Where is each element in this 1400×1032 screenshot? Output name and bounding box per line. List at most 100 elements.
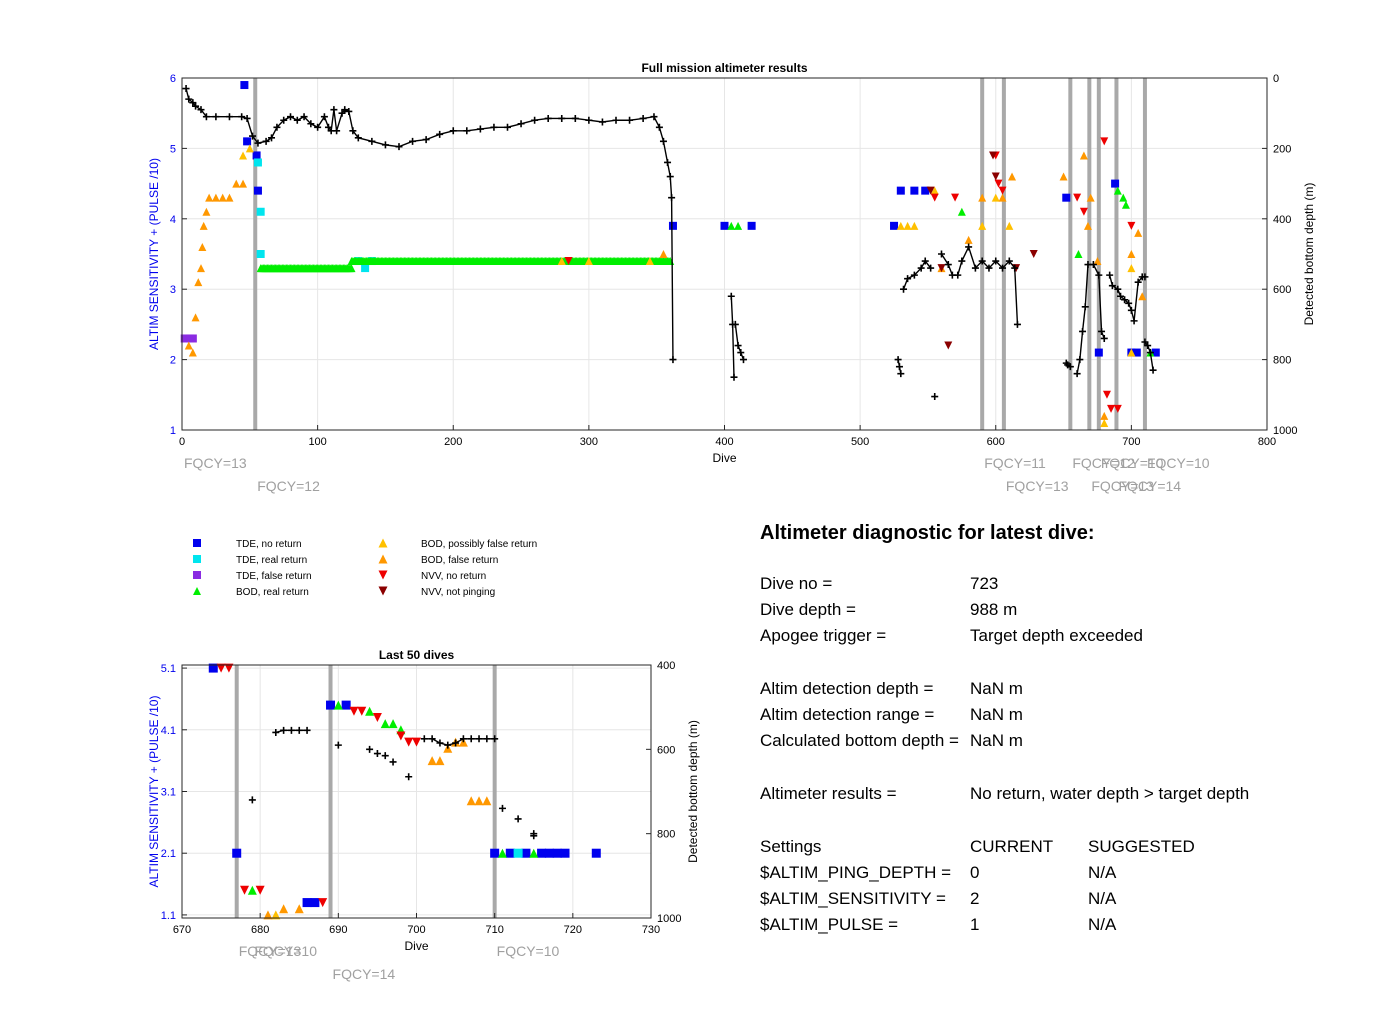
bottom-depth-point bbox=[1114, 285, 1122, 293]
bottom-depth-point bbox=[514, 815, 522, 823]
bottom-depth-point bbox=[1081, 303, 1089, 311]
legend-label: TDE, no return bbox=[236, 539, 302, 550]
bottom-depth-point bbox=[895, 363, 903, 371]
y-right-tick-label: 1000 bbox=[657, 913, 681, 925]
data-marker bbox=[196, 264, 205, 273]
bottom-depth-point bbox=[1076, 356, 1084, 364]
data-marker bbox=[318, 898, 328, 908]
data-marker bbox=[1121, 200, 1130, 209]
y-right-tick-label: 600 bbox=[1273, 284, 1291, 296]
data-marker bbox=[256, 207, 265, 216]
series-nvv-no-return bbox=[564, 137, 1136, 413]
data-marker bbox=[529, 848, 539, 858]
bottom-depth-point bbox=[483, 735, 491, 743]
bottom-depth-point bbox=[490, 123, 498, 131]
bottom-depth-point bbox=[459, 735, 467, 743]
bottom-depth-point bbox=[921, 257, 929, 265]
bottom-depth-line bbox=[734, 324, 745, 360]
bottom-depth-point bbox=[420, 735, 428, 743]
legend-label: BOD, real return bbox=[236, 587, 309, 598]
data-marker bbox=[188, 334, 197, 343]
data-marker bbox=[1151, 348, 1160, 357]
y-left-axis-label: ALTIM SENSITIVITY + (PULSE /10) bbox=[147, 158, 161, 350]
bottom-depth-point bbox=[436, 130, 444, 138]
data-marker bbox=[1113, 186, 1122, 195]
data-marker bbox=[964, 235, 973, 244]
y-left-tick-label: 2.1 bbox=[161, 848, 176, 860]
bottom-depth-point bbox=[293, 116, 301, 124]
series-detected-bottom-depth bbox=[248, 726, 538, 840]
bottom-depth-line bbox=[940, 245, 1019, 325]
data-marker bbox=[727, 221, 736, 230]
data-marker bbox=[1086, 193, 1095, 202]
y-left-tick-label: 2 bbox=[170, 355, 176, 367]
data-marker bbox=[1100, 411, 1109, 420]
y-left-tick-label: 5 bbox=[170, 143, 176, 155]
bottom-depth-point bbox=[366, 745, 374, 753]
bottom-depth-point bbox=[739, 356, 747, 364]
series-bod-possibly-false-return bbox=[271, 910, 281, 920]
data-marker bbox=[202, 207, 211, 216]
bottom-depth-point bbox=[202, 113, 210, 121]
data-marker bbox=[991, 172, 1000, 181]
bottom-depth-point bbox=[894, 356, 902, 364]
fqcy-label: FQCY=10 bbox=[1147, 455, 1210, 471]
bottom-depth-point bbox=[422, 136, 430, 144]
bottom-depth-point bbox=[349, 127, 357, 135]
bottom-depth-point bbox=[530, 832, 538, 840]
data-marker bbox=[247, 885, 257, 895]
bottom-depth-point bbox=[341, 106, 349, 114]
bottom-depth-point bbox=[300, 113, 308, 121]
data-marker bbox=[896, 221, 905, 230]
data-marker bbox=[1100, 418, 1109, 427]
dive-no-label: Dive no = bbox=[760, 574, 833, 593]
data-marker bbox=[225, 193, 234, 202]
data-marker bbox=[560, 848, 570, 858]
data-marker bbox=[302, 898, 312, 908]
data-marker bbox=[349, 706, 359, 716]
data-marker bbox=[184, 341, 193, 350]
data-marker bbox=[994, 179, 1003, 188]
x-tick-label: 300 bbox=[580, 436, 598, 448]
data-marker bbox=[361, 264, 370, 273]
series-bod-false-return bbox=[263, 737, 492, 920]
bottom-depth-point bbox=[254, 139, 262, 147]
bottom-depth-point bbox=[1144, 342, 1152, 350]
bottom-depth-point bbox=[389, 758, 397, 766]
data-marker bbox=[910, 186, 919, 195]
x-tick-label: 700 bbox=[1122, 436, 1140, 448]
data-marker bbox=[497, 848, 507, 858]
x-tick-label: 730 bbox=[642, 924, 660, 936]
legend-label: BOD, false return bbox=[421, 555, 498, 566]
data-marker bbox=[1059, 172, 1068, 181]
bottom-depth-point bbox=[449, 127, 457, 135]
altim-detection-depth-label: Altim detection depth = bbox=[760, 679, 934, 698]
fqcy-label: FQCY=10 bbox=[254, 943, 317, 959]
data-marker bbox=[279, 904, 289, 914]
bottom-depth-point bbox=[428, 735, 436, 743]
series-bod-possibly-false-return bbox=[239, 144, 1136, 427]
data-marker bbox=[1073, 193, 1082, 202]
bottom-depth-point bbox=[1005, 257, 1013, 265]
bottom-depth-point bbox=[249, 132, 257, 140]
bottom-depth-point bbox=[1098, 327, 1106, 335]
data-marker bbox=[1111, 179, 1120, 188]
calculated-bottom-label: Calculated bottom depth = bbox=[760, 731, 959, 750]
altimeter-results-value: No return, water depth > target depth bbox=[970, 784, 1250, 803]
bottom-depth-point bbox=[985, 264, 993, 272]
bottom-depth-point bbox=[280, 116, 288, 124]
series-tde-real-return bbox=[253, 158, 376, 273]
dive-no-value: 723 bbox=[970, 574, 999, 593]
data-marker bbox=[191, 313, 200, 322]
data-marker bbox=[903, 221, 912, 230]
bottom-depth-point bbox=[558, 114, 566, 122]
y-left-tick-label: 1 bbox=[170, 425, 176, 437]
data-marker bbox=[474, 796, 484, 806]
data-marker bbox=[205, 193, 214, 202]
bottom-depth-point bbox=[381, 141, 389, 149]
bottom-depth-point bbox=[931, 393, 939, 401]
bottom-depth-point bbox=[904, 275, 912, 283]
x-tick-label: 710 bbox=[485, 924, 503, 936]
chart-title: Full mission altimeter results bbox=[641, 61, 807, 75]
data-marker bbox=[896, 186, 905, 195]
